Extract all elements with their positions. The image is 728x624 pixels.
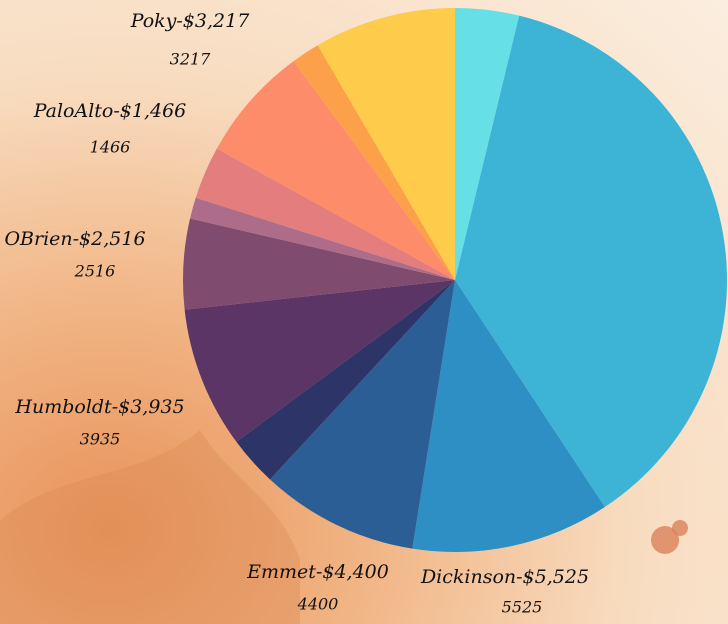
value-label: 3217 <box>170 50 212 69</box>
value-label: 5525 <box>502 598 543 617</box>
slice-label: Emmet-$4,400 <box>246 561 389 583</box>
value-label: 2516 <box>74 262 116 281</box>
chart: Dickinson-$5,525 5525 Emmet-$4,400 4400 Humb… <box>0 0 728 624</box>
slice-label: Poky-$3,217 <box>130 10 251 32</box>
slice-label: Dickinson-$5,525 <box>420 566 589 588</box>
berry-decoration <box>672 520 688 536</box>
slice-label: Humboldt-$3,935 <box>14 396 184 418</box>
value-label: 4400 <box>297 595 339 614</box>
value-label: 1466 <box>90 138 131 157</box>
slice-label: OBrien-$2,516 <box>4 228 145 250</box>
slice-label: PaloAlto-$1,466 <box>33 100 187 122</box>
page: Dickinson-$5,525 5525 Emmet-$4,400 4400 Humb… <box>0 0 728 624</box>
value-label: 3935 <box>80 430 121 449</box>
